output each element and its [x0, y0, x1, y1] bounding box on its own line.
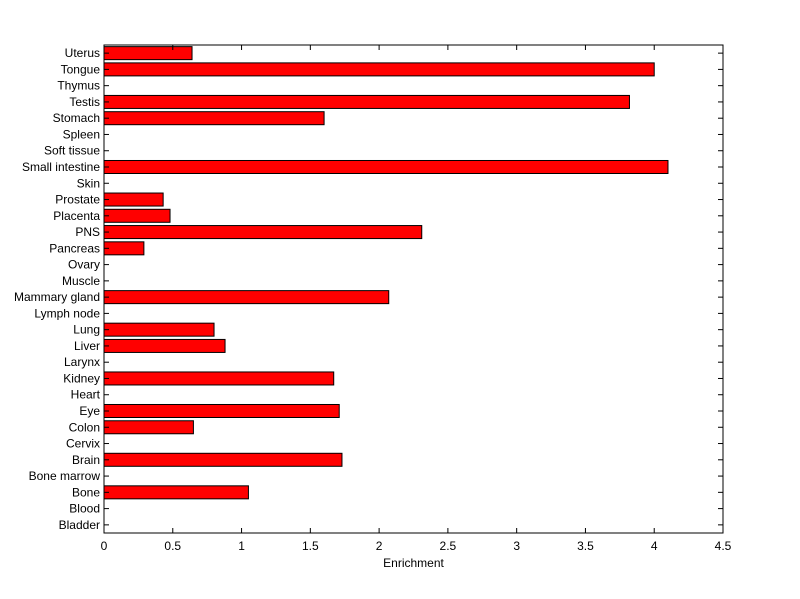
y-tick-label: Placenta — [53, 209, 100, 223]
x-tick-label: 2.5 — [440, 539, 457, 553]
y-tick-label: Bone marrow — [29, 469, 101, 483]
y-tick-label: Bone — [72, 485, 100, 499]
x-tick-label: 4 — [651, 539, 658, 553]
y-tick-label: Larynx — [64, 355, 100, 369]
bar — [103, 403, 340, 418]
bar — [103, 46, 193, 61]
y-tick-label: PNS — [75, 225, 100, 239]
y-tick-label: Ovary — [68, 258, 100, 272]
y-tick-label: Tongue — [61, 62, 101, 76]
bar — [103, 485, 249, 500]
y-tick-label: Liver — [74, 339, 100, 353]
y-tick-label: Cervix — [66, 437, 100, 451]
bar — [103, 290, 390, 305]
y-tick-label: Thymus — [57, 79, 100, 93]
y-tick-label: Uterus — [65, 46, 100, 60]
bar — [103, 225, 423, 240]
bar — [103, 208, 171, 223]
x-tick-label: 0.5 — [164, 539, 181, 553]
y-tick-label: Eye — [79, 404, 100, 418]
x-tick-label: 2 — [376, 539, 383, 553]
y-tick-label: Pancreas — [49, 241, 100, 255]
x-tick-label: 3.5 — [577, 539, 594, 553]
y-tick-label: Spleen — [63, 127, 100, 141]
bar — [103, 111, 325, 126]
bar — [103, 322, 215, 337]
x-tick-label: 4.5 — [715, 539, 732, 553]
plot-background — [104, 45, 723, 533]
y-tick-label: Soft tissue — [44, 144, 100, 158]
x-tick-label: 1 — [238, 539, 245, 553]
y-tick-label: Lung — [73, 323, 100, 337]
x-tick-label: 1.5 — [302, 539, 319, 553]
x-tick-label: 3 — [513, 539, 520, 553]
bar — [103, 192, 164, 207]
y-tick-label: Muscle — [62, 274, 100, 288]
y-tick-label: Lymph node — [34, 306, 100, 320]
y-tick-label: Colon — [69, 420, 100, 434]
y-tick-label: Prostate — [55, 193, 100, 207]
bar — [103, 338, 226, 353]
x-ticks-group: 0 0.5 1 1.5 2 2.5 3 3.5 4 4.5 — [101, 45, 732, 553]
plot-frame — [103, 44, 724, 534]
bar — [103, 452, 343, 467]
bar — [103, 371, 335, 386]
x-axis-title: Enrichment — [383, 556, 444, 570]
y-tick-label: Testis — [69, 95, 100, 109]
bar — [103, 62, 655, 77]
y-tick-label: Blood — [69, 502, 100, 516]
bar — [103, 241, 145, 256]
bar — [103, 94, 630, 109]
y-tick-label: Stomach — [53, 111, 100, 125]
y-tick-label: Small intestine — [22, 160, 100, 174]
y-tick-label: Skin — [77, 176, 100, 190]
y-tick-label: Kidney — [63, 371, 100, 385]
y-ticks-group: Uterus Tongue Thymus Testis Stomach Spleen Sof… — [14, 46, 723, 532]
bar — [103, 420, 194, 435]
y-tick-label: Heart — [71, 388, 101, 402]
y-tick-label: Bladder — [59, 518, 100, 532]
x-tick-label: 0 — [101, 539, 108, 553]
y-tick-label: Brain — [72, 453, 100, 467]
bar — [103, 159, 669, 175]
y-tick-label: Mammary gland — [14, 290, 100, 304]
